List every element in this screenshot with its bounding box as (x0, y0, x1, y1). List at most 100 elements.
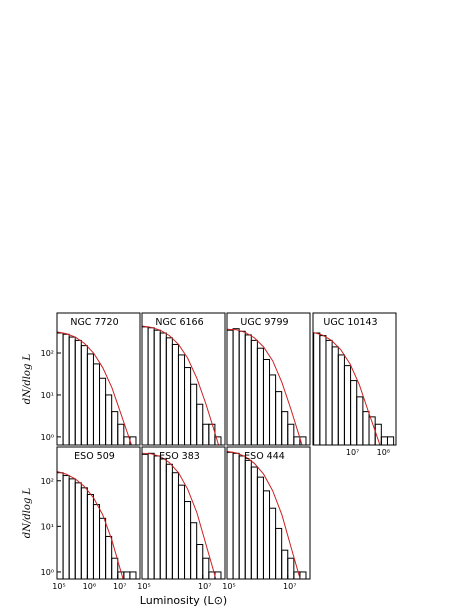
histogram-bar (238, 455, 246, 579)
histogram-bar (68, 478, 76, 579)
panel-title: UGC 9799 (240, 317, 288, 328)
histogram-bar (356, 396, 364, 445)
histogram-bar (111, 411, 119, 445)
histogram-bar (142, 326, 149, 445)
histogram-bar (165, 337, 173, 445)
histogram-bar (153, 455, 161, 579)
histogram-bar (202, 557, 210, 579)
panel-title: NGC 6166 (155, 317, 203, 328)
histogram-bar (99, 517, 107, 579)
panel-title: ESO 444 (244, 451, 285, 462)
y-axis-label: dN/dlog L (22, 487, 33, 538)
histogram-bar (325, 339, 333, 445)
histogram-bar (256, 476, 264, 579)
histogram-bar (313, 332, 321, 445)
fit-curve (313, 331, 381, 445)
histogram-bar (184, 367, 192, 445)
histogram-bar (299, 571, 307, 579)
histogram-bar (99, 377, 107, 445)
histogram-bar (171, 472, 179, 579)
x-tick-label: 10⁷ (346, 448, 359, 457)
x-tick-label: 10⁵ (222, 582, 235, 591)
x-tick-label: 10⁷ (198, 582, 211, 591)
histogram-bar (171, 343, 179, 445)
histogram-bar (227, 329, 234, 445)
histogram-bar (92, 504, 101, 579)
histogram-bar (129, 571, 137, 579)
panel (57, 331, 137, 445)
histogram-bar (177, 354, 186, 445)
histogram-bar (269, 507, 277, 579)
x-tick-label: 10⁶ (83, 582, 96, 591)
y-tick-label: 10¹ (41, 522, 54, 531)
panel (142, 325, 222, 445)
histogram-bar (147, 327, 155, 445)
histogram-bar (319, 335, 327, 445)
histogram-bar (117, 423, 125, 445)
x-tick-label: 10⁸ (377, 448, 390, 457)
y-axis-label: dN/dlog L (22, 353, 33, 404)
panel (313, 331, 395, 445)
panel-frame (56, 446, 141, 580)
histogram-bar (275, 391, 283, 445)
histogram-bar (190, 383, 198, 445)
panel-frame (312, 312, 397, 446)
histogram-bar (227, 451, 234, 579)
x-tick-label: 10⁵ (52, 582, 65, 591)
fit-curve (57, 470, 124, 579)
histogram-bar (244, 334, 252, 445)
histogram-bar (281, 549, 289, 579)
histogram-bar (105, 394, 113, 445)
histogram-bar (232, 452, 240, 579)
panel-frame (141, 312, 226, 446)
histogram-bar (159, 332, 167, 445)
panel (227, 450, 307, 579)
panel-title: UGC 10143 (323, 317, 377, 328)
histogram-bar (269, 374, 277, 445)
histogram-bar (159, 458, 167, 579)
fit-curve (227, 328, 303, 445)
histogram-bar (74, 339, 82, 445)
histogram-bar (350, 380, 358, 445)
histogram-bar (62, 475, 70, 579)
histogram-bar (92, 363, 101, 445)
histogram-bar (362, 411, 370, 445)
histogram-bar (147, 452, 155, 579)
fit-curve (227, 450, 301, 579)
histogram-bar (337, 354, 345, 445)
x-tick-label: 10⁵ (137, 582, 150, 591)
histogram-bar (250, 339, 258, 445)
histogram-bar (111, 557, 119, 579)
y-tick-label: 10² (41, 349, 54, 358)
y-tick-label: 10² (41, 477, 54, 486)
histogram-bar (244, 459, 252, 579)
histogram-bar (386, 436, 395, 445)
histogram-bar (208, 423, 216, 445)
histogram-bar (380, 436, 388, 445)
histogram-bar (202, 423, 210, 445)
histogram-bar (190, 522, 198, 579)
panel (227, 328, 307, 445)
panel-frame (226, 312, 311, 446)
histogram-bar (232, 328, 240, 445)
histogram-bar (238, 330, 246, 445)
panel-title: ESO 509 (74, 451, 115, 462)
fit-curve (57, 331, 133, 445)
histogram-bar (293, 436, 301, 445)
histogram-bar (343, 365, 352, 445)
y-tick-label: 10¹ (41, 391, 54, 400)
panel (142, 452, 222, 579)
histogram-bar (281, 411, 289, 445)
histogram-bar (165, 463, 173, 579)
histogram-bar (62, 333, 70, 445)
histogram-bar (287, 557, 295, 579)
histogram-bar (68, 336, 76, 445)
fit-curve (142, 452, 217, 579)
fit-curve (142, 325, 220, 445)
histogram-bar (184, 501, 192, 579)
panel-frame (56, 312, 141, 446)
histogram-bar (256, 347, 264, 445)
histogram-bar (80, 345, 88, 445)
panel-frame (226, 446, 311, 580)
